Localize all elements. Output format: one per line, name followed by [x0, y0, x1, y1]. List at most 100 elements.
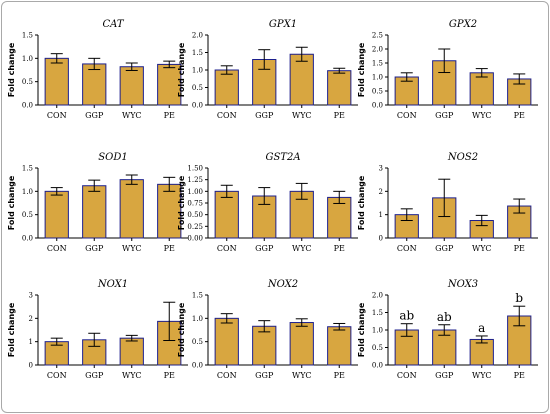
bar — [82, 63, 107, 106]
y-tick-label: 2 — [29, 315, 33, 323]
y-tick-label: 0 — [379, 235, 383, 243]
y-tick-label: 1.5 — [192, 49, 203, 57]
x-tick-label: CON — [217, 111, 237, 120]
x-tick-label: PE — [514, 111, 525, 120]
x-tick-label: PE — [334, 111, 345, 120]
y-axis-label: Fold change — [7, 42, 16, 97]
significance-letter: ab — [399, 309, 414, 323]
panel-title: SOD1 — [98, 152, 127, 163]
bar — [214, 69, 239, 106]
y-tick-label: 0.5 — [372, 344, 383, 352]
y-axis-label: Fold change — [177, 175, 186, 230]
x-tick-label: PE — [164, 244, 175, 253]
x-tick-label: WYC — [472, 111, 491, 120]
y-tick-label: 3 — [29, 292, 33, 300]
bar — [119, 66, 144, 106]
panel-nox1: NOX1 Fold change 0 1 2 3 CON GGP WYC PE — [7, 279, 188, 380]
x-tick-label: GGP — [435, 244, 454, 253]
y-tick-label: 0.0 — [22, 235, 33, 243]
x-tick-label: PE — [164, 111, 175, 120]
significance-letter: b — [515, 291, 523, 305]
x-tick-label: CON — [397, 111, 417, 120]
bar — [327, 70, 352, 106]
bar — [327, 326, 352, 366]
y-tick-label: 2.5 — [372, 32, 383, 40]
y-tick-label: 1 — [29, 338, 33, 346]
panel-title: NOS2 — [447, 152, 478, 163]
panel-gpx1: GPX1 Fold change 0.0 0.5 1.0 1.5 2.0 CON GGP WYC P… — [177, 19, 358, 120]
y-tick-label: 0.5 — [22, 211, 33, 219]
x-tick-label: PE — [514, 244, 525, 253]
panel-title: CAT — [103, 19, 125, 30]
x-tick-label: GGP — [255, 371, 274, 380]
x-tick-label: PE — [334, 244, 345, 253]
bar — [469, 72, 494, 106]
bar — [119, 179, 144, 239]
y-tick-label: 1.5 — [192, 292, 203, 300]
bar — [214, 190, 239, 239]
y-tick-label: 0.5 — [192, 338, 203, 346]
y-tick-label: 0.00 — [187, 235, 203, 243]
panel-title: NOX1 — [97, 279, 128, 290]
y-tick-label: 2 — [379, 188, 383, 196]
panel-nox2: NOX2 Fold change 0.0 0.5 1.0 1.5 CON GGP WYC PE — [177, 279, 358, 380]
y-axis-label: Fold change — [357, 302, 366, 357]
x-tick-label: GGP — [435, 371, 454, 380]
panel-title: GST2A — [265, 152, 300, 163]
bar — [214, 317, 239, 366]
x-tick-label: PE — [514, 371, 525, 380]
y-tick-label: 1.0 — [192, 315, 203, 323]
bar — [44, 190, 69, 239]
panel-title: NOX2 — [267, 279, 298, 290]
x-tick-label: CON — [47, 371, 67, 380]
x-tick-label: WYC — [292, 244, 311, 253]
y-tick-label: 1.5 — [22, 32, 33, 40]
x-tick-label: WYC — [122, 244, 141, 253]
x-tick-label: PE — [334, 371, 345, 380]
x-tick-label: GGP — [435, 111, 454, 120]
y-tick-label: 0.75 — [187, 200, 203, 208]
y-axis-label: Fold change — [177, 302, 186, 357]
y-tick-label: 1.0 — [22, 55, 33, 63]
y-tick-label: 1.0 — [372, 74, 383, 82]
y-tick-label: 1.25 — [187, 176, 203, 184]
panel-nos2: NOS2 Fold change 0 1 2 3 CON GGP WYC PE — [357, 152, 538, 253]
y-axis-label: Fold change — [177, 42, 186, 97]
significance-letter: ab — [437, 310, 452, 324]
y-tick-label: 0.50 — [187, 211, 203, 219]
x-tick-label: GGP — [85, 371, 104, 380]
y-axis-label: Fold change — [7, 175, 16, 230]
x-tick-label: CON — [47, 111, 67, 120]
y-tick-label: 0.0 — [372, 362, 383, 370]
x-tick-label: GGP — [255, 111, 274, 120]
y-tick-label: 3 — [379, 165, 383, 173]
bar — [119, 337, 144, 366]
x-tick-label: WYC — [292, 111, 311, 120]
y-tick-label: 0.5 — [192, 84, 203, 92]
x-tick-label: WYC — [292, 371, 311, 380]
y-axis-label: Fold change — [357, 42, 366, 97]
y-tick-label: 1.50 — [187, 165, 203, 173]
y-tick-label: 0.0 — [22, 102, 33, 110]
y-tick-label: 1 — [379, 211, 383, 219]
bar — [289, 322, 314, 366]
x-tick-label: WYC — [122, 371, 141, 380]
y-axis-label: Fold change — [7, 302, 16, 357]
y-tick-label: 1.5 — [372, 60, 383, 68]
y-tick-label: 1.5 — [372, 309, 383, 317]
y-tick-label: 0.5 — [22, 78, 33, 86]
panel-title: GPX2 — [449, 19, 477, 30]
x-tick-label: CON — [47, 244, 67, 253]
x-tick-label: CON — [217, 244, 237, 253]
x-tick-label: GGP — [255, 244, 274, 253]
x-tick-label: PE — [164, 371, 175, 380]
y-tick-label: 1.5 — [22, 165, 33, 173]
bar — [289, 53, 314, 106]
y-tick-label: 1.0 — [22, 188, 33, 196]
y-tick-label: 0.0 — [192, 102, 203, 110]
y-axis-label: Fold change — [357, 175, 366, 230]
panel-gpx2: GPX2 Fold change 0.0 0.5 1.0 1.5 2.0 2.5 CON GGP W… — [357, 19, 538, 120]
